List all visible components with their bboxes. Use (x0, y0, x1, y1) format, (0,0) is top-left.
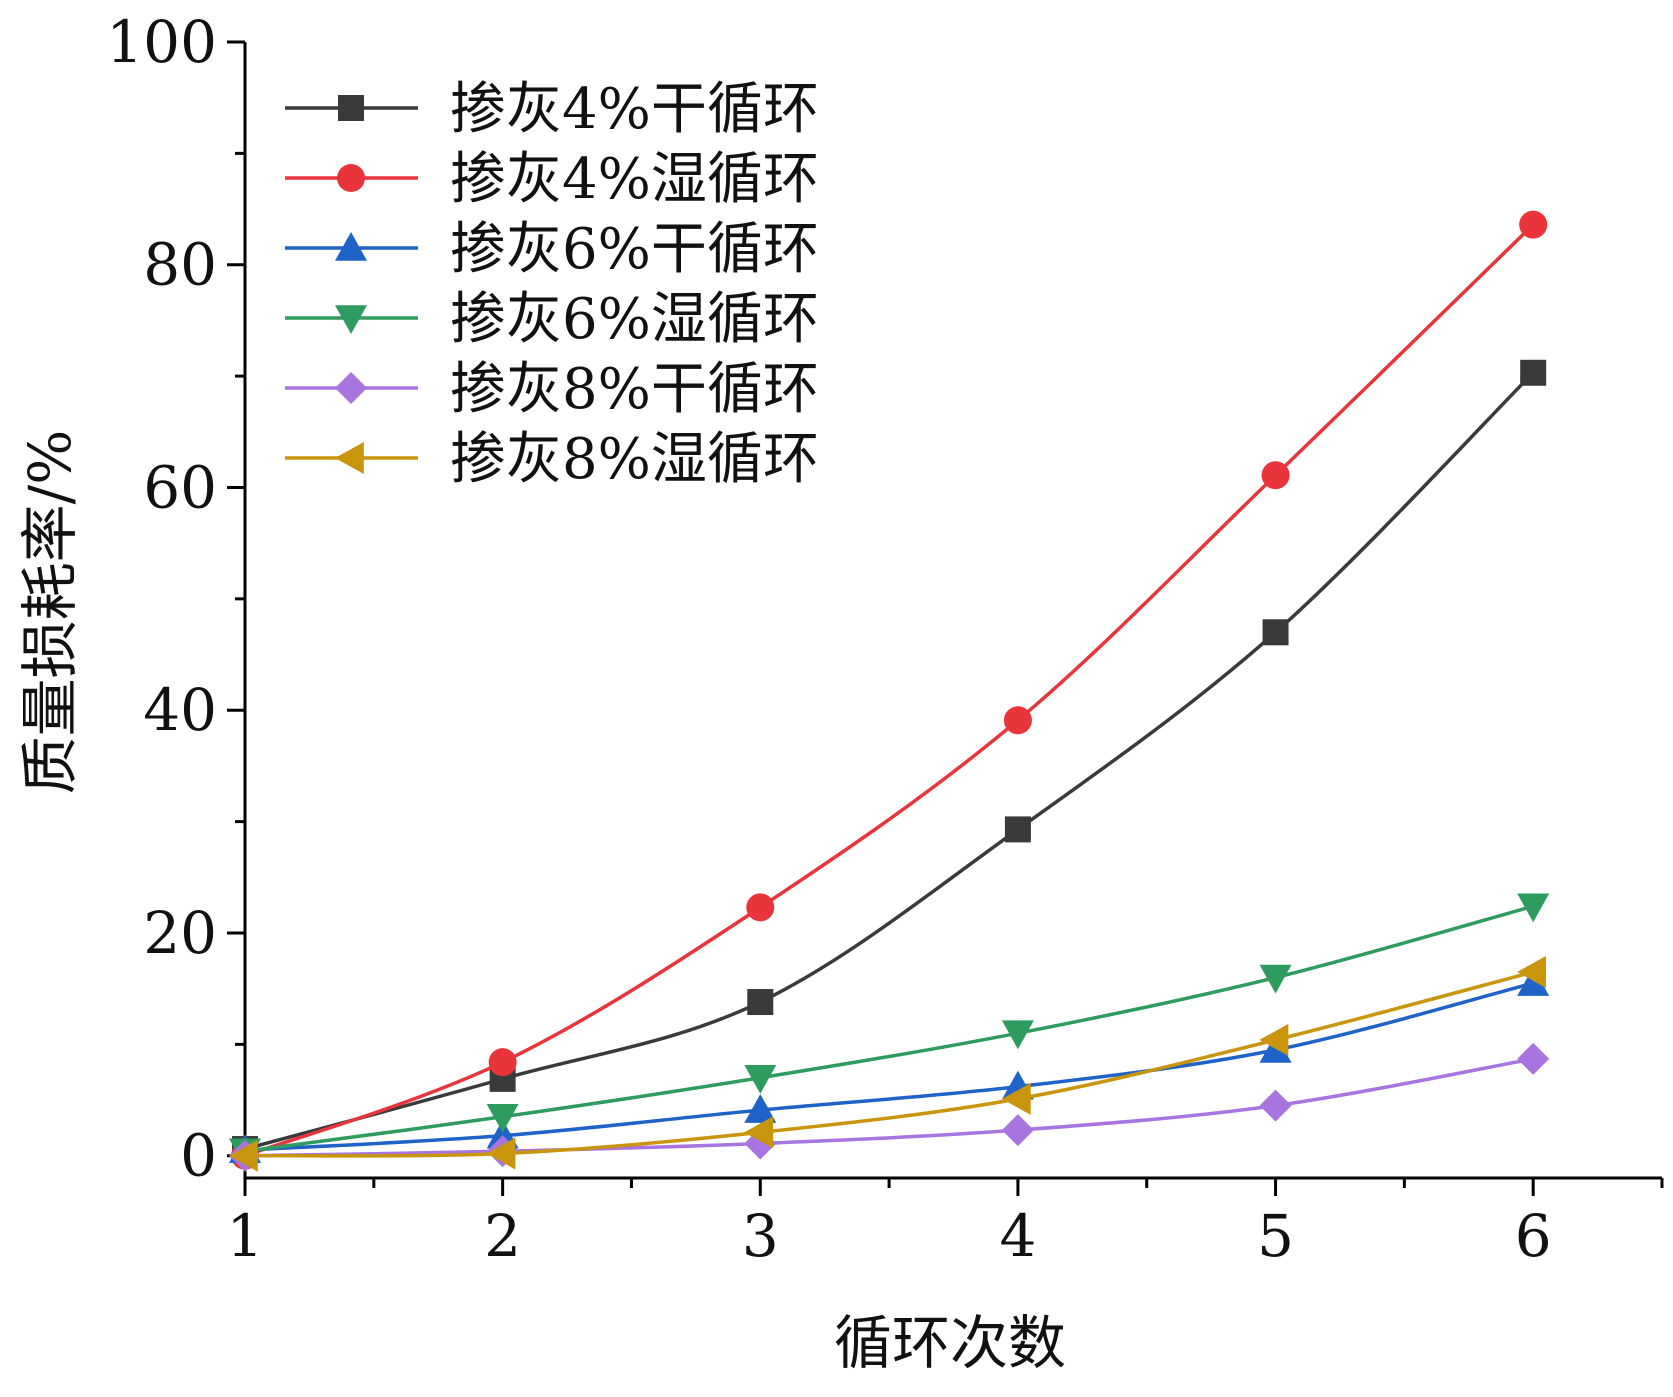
data-point (746, 893, 775, 922)
legend-label: 掺灰6%湿循环 (450, 287, 819, 352)
data-point (1001, 1082, 1031, 1115)
y-axis-title: 质量损耗率/% (16, 430, 84, 795)
legend-item: 掺灰8%湿循环 (285, 427, 819, 492)
data-point (1519, 210, 1548, 239)
data-point (1004, 816, 1031, 843)
data-point (1259, 1089, 1292, 1122)
series-line (244, 1057, 1534, 1158)
legend-label: 掺灰6%干循环 (450, 217, 819, 282)
data-point (486, 1137, 516, 1170)
data-point (744, 1094, 777, 1123)
y-tick-label: 20 (143, 899, 217, 967)
legend-label: 掺灰8%干循环 (450, 357, 819, 422)
x-axis-title: 循环次数 (834, 1309, 1066, 1377)
data-point (744, 1064, 777, 1094)
data-point (1517, 955, 1546, 988)
series-line (244, 904, 1534, 1154)
legend-marker (335, 232, 367, 261)
legend-marker (335, 442, 364, 474)
data-point (747, 989, 774, 1016)
data-point (1517, 1042, 1550, 1075)
legend-marker (337, 164, 365, 192)
x-tick-label: 1 (227, 1202, 264, 1270)
y-tick-label: 80 (143, 231, 217, 299)
data-point (1520, 359, 1547, 386)
legend-label: 掺灰8%湿循环 (450, 427, 819, 492)
data-point (744, 1116, 774, 1149)
y-tick-label: 0 (180, 1122, 217, 1190)
plot-area (229, 210, 1550, 1172)
x-tick-label: 6 (1515, 1202, 1552, 1270)
legend-item: 掺灰8%干循环 (285, 357, 819, 422)
x-tick-label: 2 (484, 1202, 521, 1270)
data-point (1001, 1020, 1034, 1050)
series-line (244, 371, 1535, 1151)
axes: 0 20 40 60 80 100 1 2 3 4 5 6 (106, 8, 1664, 1270)
data-point (1261, 461, 1290, 490)
y-tick-label: 60 (143, 453, 217, 521)
y-tick-label: 100 (106, 8, 217, 76)
series-line (244, 223, 1535, 1158)
x-tick-label: 3 (742, 1202, 779, 1270)
series-line (244, 970, 1534, 1158)
legend-marker (338, 95, 364, 121)
data-point (229, 1139, 258, 1172)
data-point (1259, 964, 1292, 994)
legend-item: 掺灰6%干循环 (285, 217, 819, 282)
legend-marker (335, 372, 367, 404)
data-point (1517, 967, 1550, 996)
series-6 (229, 955, 1546, 1172)
legend-label: 掺灰4%干循环 (450, 77, 819, 142)
data-point (1259, 1023, 1289, 1056)
data-point (1517, 893, 1550, 923)
x-tick-label: 5 (1257, 1202, 1294, 1270)
data-point (1003, 706, 1032, 735)
legend: 掺灰4%干循环掺灰4%湿循环掺灰6%干循环掺灰6%湿循环掺灰8%干循环掺灰8%湿… (285, 77, 819, 492)
data-point (488, 1048, 517, 1077)
legend-item: 掺灰4%湿循环 (285, 147, 819, 212)
legend-item: 掺灰6%湿循环 (285, 287, 819, 352)
data-point (486, 1103, 519, 1133)
legend-item: 掺灰4%干循环 (285, 77, 819, 142)
series-line (244, 981, 1534, 1152)
legend-marker (335, 305, 367, 334)
y-tick-label: 40 (143, 676, 217, 744)
series-2 (231, 210, 1548, 1170)
data-point (1001, 1114, 1034, 1147)
x-tick-label: 4 (999, 1202, 1036, 1270)
data-point (1262, 619, 1289, 646)
legend-label: 掺灰4%湿循环 (450, 147, 819, 212)
